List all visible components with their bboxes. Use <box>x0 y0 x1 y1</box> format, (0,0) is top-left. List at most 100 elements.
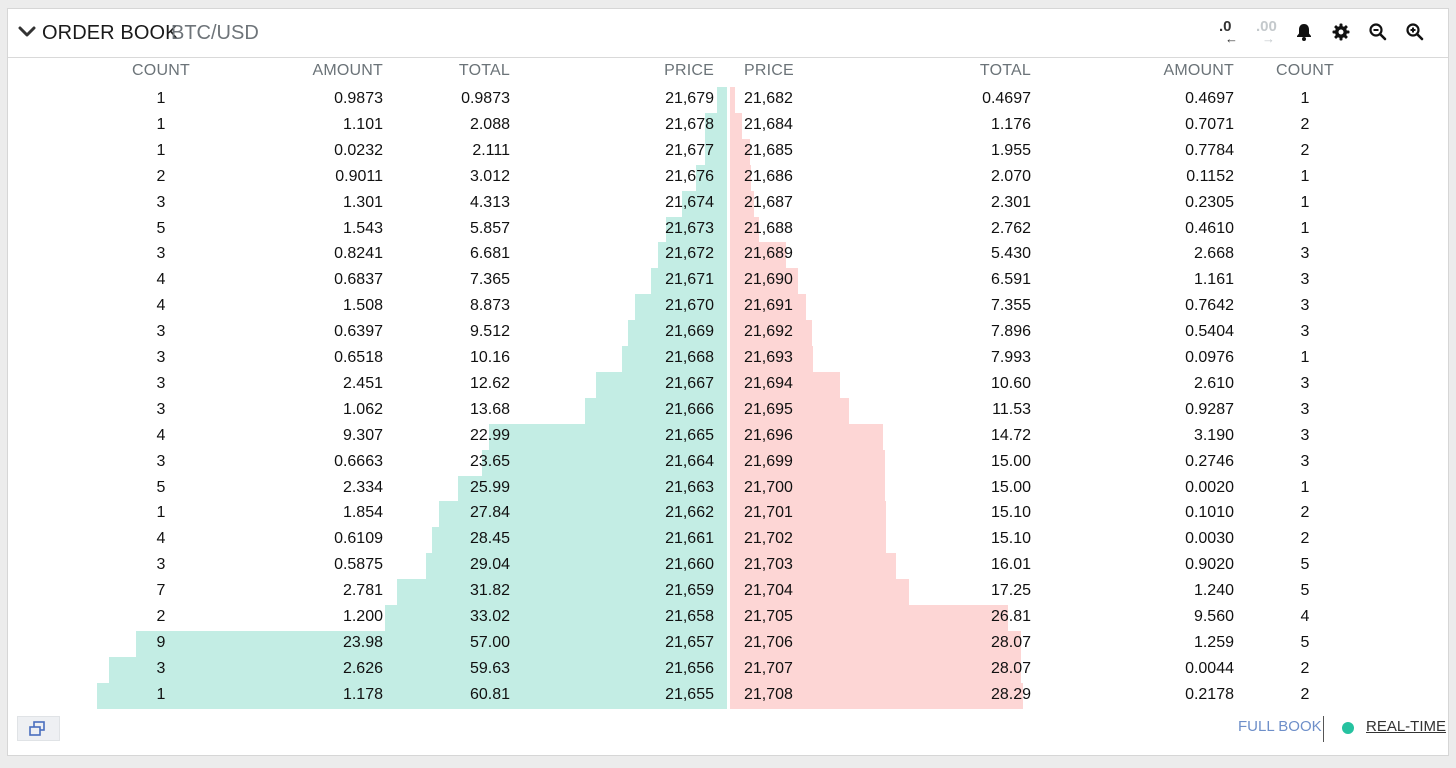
bid-price[interactable]: 21,661 <box>665 530 714 548</box>
bid-price[interactable]: 21,666 <box>665 400 714 418</box>
ask-depth-bar <box>730 605 1008 631</box>
ask-price[interactable]: 21,708 <box>744 685 793 703</box>
ask-total: 14.72 <box>990 426 1031 444</box>
ask-price[interactable]: 21,701 <box>744 504 793 522</box>
ask-depth-bar <box>730 294 806 321</box>
bid-price[interactable]: 21,667 <box>665 374 714 392</box>
bid-total: 22.99 <box>469 426 510 444</box>
bid-price[interactable]: 21,656 <box>665 659 714 677</box>
ask-price[interactable]: 21,692 <box>744 323 793 341</box>
panel-title: ORDER BOOK <box>42 22 179 44</box>
bid-price[interactable]: 21,660 <box>665 556 714 574</box>
bid-total: 9.512 <box>469 323 510 341</box>
realtime-status-icon <box>1342 722 1354 734</box>
bid-price[interactable]: 21,655 <box>665 685 714 703</box>
ask-depth-bar <box>730 320 812 347</box>
ask-price[interactable]: 21,693 <box>744 349 793 366</box>
bid-price[interactable]: 21,668 <box>665 349 714 366</box>
ask-price[interactable]: 21,696 <box>744 426 793 444</box>
bid-price[interactable]: 21,663 <box>665 478 714 496</box>
bid-price[interactable]: 21,676 <box>665 167 714 185</box>
bid-price[interactable]: 21,673 <box>665 219 714 237</box>
bid-price[interactable]: 21,679 <box>665 90 714 107</box>
bid-price[interactable]: 21,677 <box>665 141 714 159</box>
ask-price[interactable]: 21,707 <box>744 659 793 677</box>
ask-depth-bar <box>730 682 1023 709</box>
ask-price[interactable]: 21,686 <box>744 167 793 185</box>
bid-price[interactable]: 21,662 <box>665 504 714 522</box>
ask-count: 1 <box>1300 349 1310 366</box>
bid-count: 3 <box>156 323 166 341</box>
ask-price[interactable]: 21,682 <box>744 90 793 107</box>
bid-price[interactable]: 21,674 <box>665 193 714 211</box>
ask-price[interactable]: 21,702 <box>744 530 793 548</box>
ask-count: 4 <box>1300 608 1310 625</box>
bid-price[interactable]: 21,672 <box>665 245 714 263</box>
asks-amount-header: AMOUNT <box>1163 62 1234 79</box>
ask-total: 1.176 <box>990 115 1031 133</box>
ask-amount: 0.0030 <box>1185 530 1234 548</box>
bid-price[interactable]: 21,671 <box>665 271 714 289</box>
ask-count: 3 <box>1300 400 1310 418</box>
bid-depth-bar <box>136 630 727 657</box>
ask-price[interactable]: 21,689 <box>744 245 793 263</box>
bid-price[interactable]: 21,669 <box>665 323 714 341</box>
ask-price[interactable]: 21,706 <box>744 633 793 651</box>
ask-price[interactable]: 21,694 <box>744 374 793 392</box>
detach-window-button[interactable] <box>17 716 60 741</box>
bid-price[interactable]: 21,659 <box>665 582 714 600</box>
bid-amount: 1.854 <box>342 504 383 522</box>
ask-amount: 0.1152 <box>1186 167 1234 185</box>
bid-price[interactable]: 21,678 <box>665 115 714 133</box>
bid-amount: 1.200 <box>342 608 383 625</box>
bid-depth-bar <box>635 294 727 321</box>
ask-count: 3 <box>1300 271 1310 289</box>
ask-price[interactable]: 21,705 <box>744 608 793 625</box>
bid-depth-bar <box>705 138 727 165</box>
bell-icon[interactable] <box>1293 21 1315 43</box>
bid-price[interactable]: 21,658 <box>665 608 714 625</box>
ask-price[interactable]: 21,704 <box>744 582 793 600</box>
bid-amount: 0.6109 <box>334 530 383 548</box>
full-book-link[interactable]: FULL BOOK <box>1238 718 1322 735</box>
bid-price[interactable]: 21,657 <box>665 633 714 651</box>
ask-count: 5 <box>1300 633 1310 651</box>
ask-price[interactable]: 21,700 <box>744 478 793 496</box>
ask-count: 2 <box>1300 115 1310 133</box>
bid-amount: 9.307 <box>342 426 383 444</box>
realtime-toggle[interactable]: REAL-TIME <box>1366 718 1447 735</box>
gear-icon[interactable] <box>1330 21 1352 43</box>
chevron-down-icon[interactable] <box>18 25 36 39</box>
ask-total: 1.955 <box>990 141 1031 159</box>
ask-depth-bar <box>730 242 786 269</box>
bid-total: 27.84 <box>469 504 510 522</box>
ask-depth-bar <box>730 397 849 424</box>
ask-price[interactable]: 21,687 <box>744 193 793 211</box>
bid-price[interactable]: 21,670 <box>665 297 714 315</box>
bid-amount: 23.98 <box>342 633 383 651</box>
bid-count: 2 <box>156 167 166 185</box>
bid-price[interactable]: 21,664 <box>665 452 714 470</box>
bid-amount: 0.9873 <box>334 90 383 107</box>
ask-price[interactable]: 21,695 <box>744 400 793 418</box>
ask-price[interactable]: 21,691 <box>744 297 793 315</box>
ask-price[interactable]: 21,685 <box>744 141 793 159</box>
bid-price[interactable]: 21,665 <box>665 426 714 444</box>
ask-depth-bar <box>730 449 885 476</box>
bid-amount: 1.543 <box>342 219 383 237</box>
bid-count: 1 <box>156 504 166 522</box>
ask-total: 7.896 <box>990 323 1031 341</box>
increase-precision-button[interactable]: .00 → <box>1256 19 1277 46</box>
ask-price[interactable]: 21,688 <box>744 219 793 237</box>
ask-price[interactable]: 21,690 <box>744 271 793 289</box>
decrease-precision-button[interactable]: .0 ← <box>1219 19 1238 46</box>
zoom-out-icon[interactable] <box>1367 21 1389 43</box>
ask-amount: 3.190 <box>1193 426 1234 444</box>
ask-price[interactable]: 21,699 <box>744 452 793 470</box>
asks-count-header: COUNT <box>1276 62 1334 79</box>
ask-price[interactable]: 21,684 <box>744 115 793 133</box>
ask-depth-bar <box>730 527 886 554</box>
bid-depth-bar <box>622 346 727 372</box>
zoom-in-icon[interactable] <box>1404 21 1426 43</box>
ask-price[interactable]: 21,703 <box>744 556 793 574</box>
